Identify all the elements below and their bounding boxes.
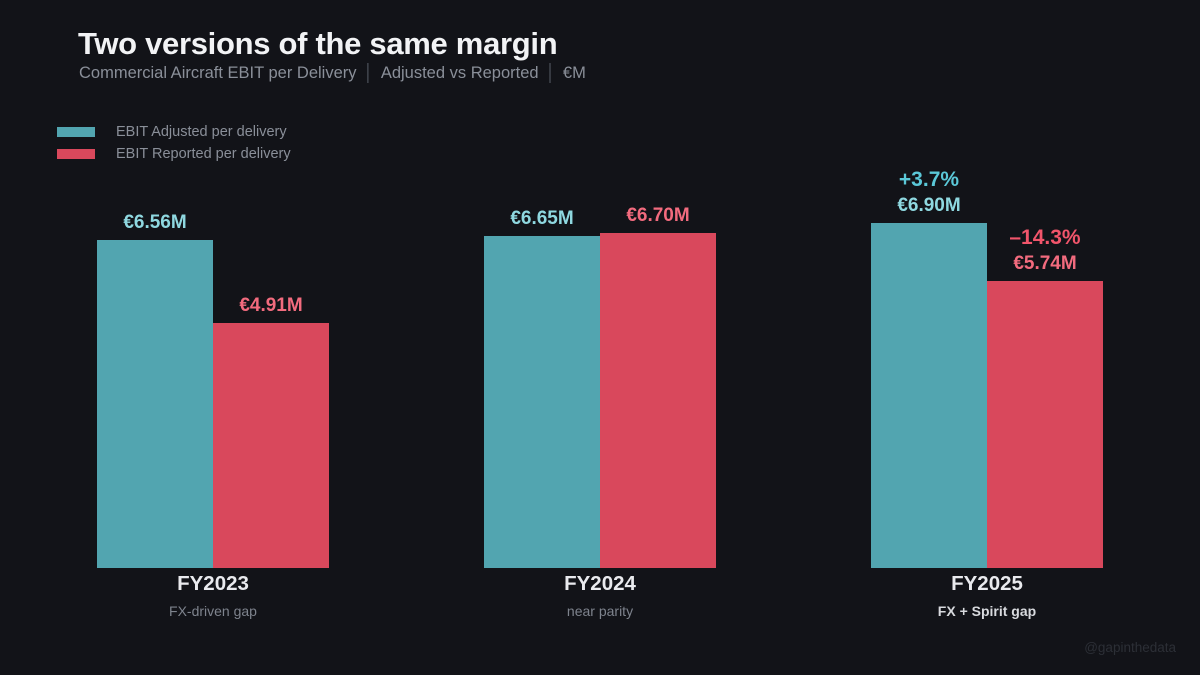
bar-fy2023-adjusted[interactable] <box>97 240 213 568</box>
category-label-fy2024: FY2024 <box>564 572 636 595</box>
subtitle-separator: │ <box>545 64 556 82</box>
value-label-fy2023-adjusted: €6.56M <box>123 212 187 233</box>
category-label-fy2025: FY2025 <box>951 572 1023 595</box>
delta-label-fy2025-reported: –14.3% <box>1009 226 1081 249</box>
bar-fy2024-reported[interactable] <box>600 233 716 568</box>
legend-swatch-icon-adjusted <box>57 127 95 137</box>
subtitle-part-1: Commercial Aircraft EBIT per Delivery <box>79 64 357 82</box>
subtitle-separator: │ <box>363 64 374 82</box>
category-sublabel-fy2025: FX + Spirit gap <box>937 603 1037 619</box>
chart-title: Two versions of the same margin <box>78 26 558 61</box>
chart-legend: EBIT Adjusted per delivery EBIT Reported… <box>57 121 291 165</box>
category-label-fy2023: FY2023 <box>177 572 249 595</box>
subtitle-part-2: Adjusted vs Reported <box>380 64 539 82</box>
value-label-fy2023-reported: €4.91M <box>239 294 303 316</box>
category-sublabel-fy2024: near parity <box>566 603 634 619</box>
category-sublabel-fy2023: FX-driven gap <box>169 603 257 619</box>
chart-subtitle: Commercial Aircraft EBIT per Delivery │ Ad… <box>79 64 586 83</box>
watermark: @gapinthedata <box>1084 640 1176 655</box>
subtitle-part-3: €M <box>562 64 586 82</box>
value-label-fy2025-reported: €5.74M <box>1013 253 1077 274</box>
legend-item-adjusted[interactable]: EBIT Adjusted per delivery <box>57 121 291 143</box>
bar-fy2025-reported[interactable] <box>987 281 1103 568</box>
legend-swatch-icon-reported <box>57 149 95 159</box>
bar-fy2025-adjusted[interactable] <box>871 223 987 568</box>
bar-fy2023-reported[interactable] <box>213 322 329 568</box>
bar-fy2024-adjusted[interactable] <box>484 235 600 568</box>
legend-label-reported: EBIT Reported per delivery <box>116 146 291 162</box>
value-label-fy2024-reported: €6.70M <box>626 205 690 226</box>
legend-item-reported[interactable]: EBIT Reported per delivery <box>57 143 291 165</box>
value-label-fy2024-adjusted: €6.65M <box>510 207 574 229</box>
delta-label-fy2025-adjusted: +3.7% <box>898 168 960 191</box>
legend-label-adjusted: EBIT Adjusted per delivery <box>116 124 287 140</box>
value-label-fy2025-adjusted: €6.90M <box>897 195 961 216</box>
